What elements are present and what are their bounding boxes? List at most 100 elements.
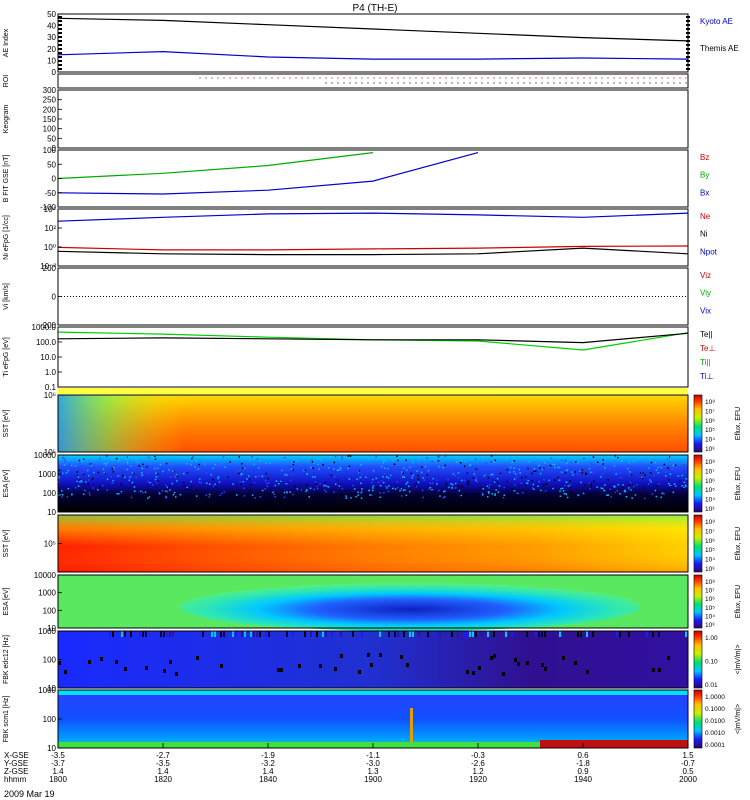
esa1-speckle	[466, 481, 469, 484]
ytick-label-ti: 1000.0	[32, 323, 57, 332]
esa1-speckle	[585, 473, 588, 475]
esa1-speckle	[165, 484, 167, 487]
esa1-speckle	[525, 482, 528, 484]
fbk1-stripe	[367, 653, 370, 657]
roi-dot	[433, 77, 435, 79]
esa1-speckle	[312, 467, 314, 469]
fbk1-stripe	[121, 631, 123, 637]
esa1-speckle	[593, 480, 595, 483]
esa1-speckle	[312, 462, 315, 464]
roi-dot	[343, 82, 345, 84]
esa1-speckle	[111, 459, 113, 461]
esa1-speckle	[681, 485, 683, 487]
esa1-speckle	[372, 469, 375, 472]
roi-dot	[649, 82, 651, 84]
esa1-speckle	[580, 481, 582, 484]
esa1-speckle	[154, 478, 157, 481]
sst1-top-strip	[58, 388, 688, 394]
esa1-speckle	[629, 471, 631, 473]
roi-dot	[589, 77, 591, 79]
fbk1-stripe	[466, 670, 469, 674]
esa1-speckle	[152, 484, 154, 486]
fbk1-stripe	[475, 631, 477, 637]
esa1-speckle	[581, 472, 584, 474]
esa1-speckle	[113, 467, 115, 469]
esa1-speckle	[238, 456, 240, 458]
esa1-speckle	[382, 481, 385, 484]
esa1-speckle	[417, 478, 420, 480]
axis-tick-label: 0.6	[577, 751, 589, 760]
esa1-speckle	[488, 475, 491, 477]
esa1-speckle	[665, 471, 667, 473]
esa1-speckle	[158, 493, 161, 495]
ae-edge-tick	[58, 36, 62, 38]
esa1-speckle	[614, 455, 617, 457]
fbk1-stripe	[142, 631, 144, 637]
esa1-speckle	[405, 494, 407, 497]
esa1-speckle	[619, 471, 622, 474]
esa1-speckle	[454, 482, 457, 485]
esa1-speckle	[494, 494, 496, 496]
esa1-speckle	[557, 466, 559, 469]
roi-dot	[445, 82, 447, 84]
esa1-speckle	[173, 470, 175, 473]
roi-dot	[469, 77, 471, 79]
esa1-speckle	[245, 465, 247, 468]
esa1-speckle	[126, 468, 129, 471]
fbk1-stripe	[115, 660, 118, 664]
esa1-speckle	[586, 475, 588, 477]
esa1-speckle	[537, 485, 539, 487]
fbk1-stripe	[166, 631, 168, 637]
roi-dot	[427, 77, 429, 79]
esa1-speckle	[76, 458, 79, 460]
esa1-speckle	[548, 479, 550, 482]
esa1-speckle	[296, 488, 299, 490]
esa1-speckle	[243, 487, 245, 489]
esa1-speckle	[514, 484, 516, 486]
esa1-speckle	[196, 489, 198, 491]
esa1-speckle	[616, 490, 618, 492]
esa1-speckle	[190, 463, 192, 466]
esa1-speckle	[82, 493, 85, 495]
esa1-speckle	[63, 457, 66, 460]
esa1-speckle	[372, 489, 374, 492]
esa1-speckle	[461, 485, 463, 487]
esa1-speckle	[300, 489, 303, 491]
esa1-speckle	[648, 483, 650, 485]
esa1-speckle	[438, 489, 440, 492]
esa1-speckle	[190, 486, 193, 488]
roi-dot	[361, 77, 363, 79]
esa1-speckle	[444, 484, 447, 487]
esa1-speckle	[622, 484, 624, 486]
esa1-speckle	[165, 487, 168, 490]
esa1-speckle	[517, 492, 519, 495]
ylabel-vi: Vi [km/s]	[3, 283, 10, 310]
esa1-speckle	[490, 455, 493, 457]
esa1-speckle	[368, 489, 370, 492]
esa1-speckle	[141, 467, 143, 470]
esa1-speckle	[550, 459, 552, 462]
roi-dot	[619, 82, 621, 84]
esa1-speckle	[398, 496, 401, 499]
esa1-speckle	[422, 496, 424, 499]
esa1-speckle	[333, 461, 335, 464]
esa1-speckle	[266, 482, 268, 485]
esa1-speckle	[278, 483, 280, 485]
esa1-speckle	[577, 494, 579, 497]
axis-tick-label: 0.9	[577, 767, 589, 776]
esa1-speckle	[76, 480, 78, 482]
colorbar-tick: 0.1000	[705, 706, 725, 713]
fbk1-stripe	[481, 631, 483, 637]
esa1-speckle	[365, 456, 368, 458]
axis-row-label: Y-GSE	[4, 759, 28, 768]
esa1-speckle	[527, 479, 529, 482]
ytick-label-ae: 30	[47, 33, 56, 42]
esa1-speckle	[471, 459, 473, 461]
esa1-speckle	[365, 476, 367, 478]
esa1-speckle	[69, 459, 72, 462]
axis-tick-label: -0.7	[681, 759, 695, 768]
esa1-speckle	[513, 490, 515, 492]
esa1-speckle	[241, 463, 243, 465]
roi-dot	[397, 82, 399, 84]
esa1-speckle	[80, 479, 82, 482]
